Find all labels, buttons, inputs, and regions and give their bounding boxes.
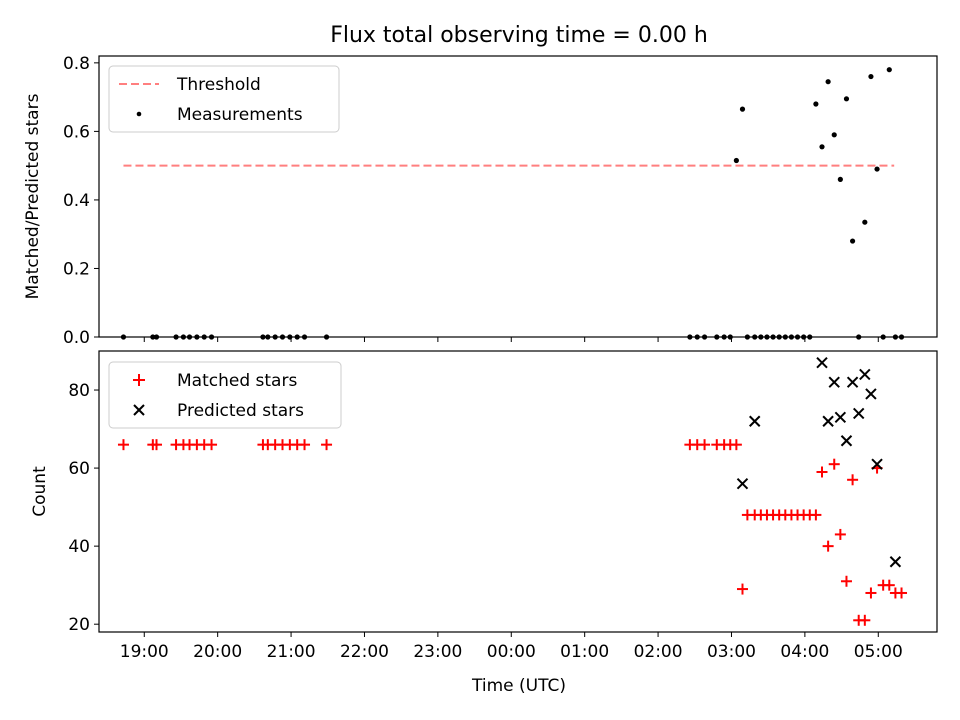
predicted-star-point — [736, 477, 749, 490]
y-tick-label: 0.6 — [63, 122, 90, 142]
matched-star-point — [828, 458, 840, 470]
chart-title: Flux total observing time = 0.00 h — [330, 23, 708, 48]
measurement-point — [837, 176, 843, 182]
bottom-plot-frame — [98, 350, 938, 633]
x-tick-label: 01:00 — [560, 642, 609, 662]
bottom-y-axis-label: Count — [30, 466, 50, 517]
matched-star-point — [736, 583, 748, 595]
x-tick-label: 05:00 — [854, 642, 903, 662]
predicted-star-point — [828, 376, 840, 388]
measurement-point — [886, 67, 892, 73]
predicted-star-point — [859, 368, 871, 381]
matched-star-point — [810, 509, 822, 521]
x-tick-label: 23:00 — [413, 642, 462, 662]
top-legend: Threshold Measurements — [108, 65, 340, 133]
x-tick-label: 02:00 — [634, 642, 683, 662]
measurement-point — [862, 219, 868, 225]
y-tick-label: 0.0 — [63, 328, 90, 348]
bottom-panel: 20 40 60 80 19:00 20:00 21:00 22:00 23:00 00:00 0… — [30, 350, 938, 696]
predicted-star-point — [816, 357, 828, 369]
measurement-point — [831, 132, 837, 138]
x-tick-label: 19:00 — [120, 642, 169, 662]
matched-star-point — [822, 540, 834, 552]
measurement-point — [733, 157, 739, 164]
top-legend-frame — [108, 65, 340, 133]
matched-star-point — [730, 439, 742, 451]
matched-star-point — [865, 587, 877, 599]
measurement-point — [874, 166, 880, 172]
measurement-point — [739, 106, 746, 112]
predicted-star-point — [749, 415, 761, 427]
matched-star-point — [699, 439, 711, 451]
bottom-x-axis-label: Time (UTC) — [471, 676, 566, 696]
bottom-legend: Matched stars Predicted stars — [108, 361, 342, 429]
matched-star-point — [834, 528, 846, 540]
legend-matched-swatch — [133, 374, 145, 386]
predicted-star-point — [852, 407, 865, 420]
matched-star-point — [859, 614, 871, 626]
measurement-point — [819, 144, 825, 150]
y-tick-label: 40 — [68, 537, 90, 557]
predicted-star-point — [834, 411, 847, 424]
legend-measurements-label: Measurements — [177, 105, 303, 125]
y-tick-label: 20 — [68, 615, 90, 635]
y-tick-label: 0.8 — [63, 54, 90, 74]
bottom-marks — [117, 357, 908, 626]
matched-star-point — [840, 575, 852, 587]
legend-predicted-swatch — [133, 404, 145, 416]
x-tick-label: 22:00 — [340, 642, 389, 662]
legend-measurements-swatch — [136, 111, 142, 117]
top-y-axis: 0.0 0.2 0.4 0.6 0.8 — [63, 54, 99, 348]
x-tick-label: 00:00 — [487, 642, 536, 662]
y-tick-label: 0.2 — [63, 259, 90, 279]
x-tick-label: 04:00 — [780, 642, 829, 662]
predicted-star-point — [822, 415, 834, 427]
measurement-point — [825, 79, 831, 85]
measurement-point — [813, 101, 819, 107]
matched-star-point — [150, 439, 162, 451]
predicted-star-point — [871, 458, 883, 470]
top-panel: 0.00.20.40.60.8 Matched/Predicted stars … — [23, 54, 938, 348]
bottom-x-axis: 19:00 20:00 21:00 22:00 23:00 00:00 01:00 02:00… — [120, 632, 903, 662]
predicted-star-point — [865, 388, 877, 400]
legend-threshold-label: Threshold — [176, 75, 261, 95]
predicted-star-point — [889, 556, 902, 568]
predicted-star-point — [840, 435, 853, 447]
top-x-ticks — [143, 337, 879, 342]
matched-star-point — [299, 439, 311, 451]
x-tick-label: 21:00 — [267, 642, 316, 662]
measurement-point — [843, 96, 850, 102]
matched-star-point — [321, 439, 333, 451]
matched-star-point — [847, 474, 859, 486]
predicted-star-point — [846, 376, 859, 388]
bottom-legend-frame — [108, 361, 342, 429]
y-tick-label: 60 — [68, 459, 90, 479]
measurement-point — [849, 238, 856, 244]
legend-matched-label: Matched stars — [177, 371, 297, 391]
measurement-point — [868, 73, 874, 80]
y-tick-label: 0.4 — [63, 191, 90, 211]
matched-star-point — [896, 587, 908, 599]
matched-star-point — [117, 439, 129, 451]
top-plot-frame — [98, 55, 938, 338]
matched-star-point — [206, 439, 218, 451]
x-tick-label: 20:00 — [193, 642, 242, 662]
y-tick-label: 80 — [68, 381, 90, 401]
x-tick-label: 03:00 — [707, 642, 756, 662]
top-y-axis-label: Matched/Predicted stars — [23, 93, 43, 299]
bottom-y-axis: 20 40 60 80 — [68, 381, 99, 635]
legend-predicted-label: Predicted stars — [177, 401, 304, 421]
matched-star-point — [816, 466, 828, 478]
matched-star-point — [883, 579, 895, 591]
